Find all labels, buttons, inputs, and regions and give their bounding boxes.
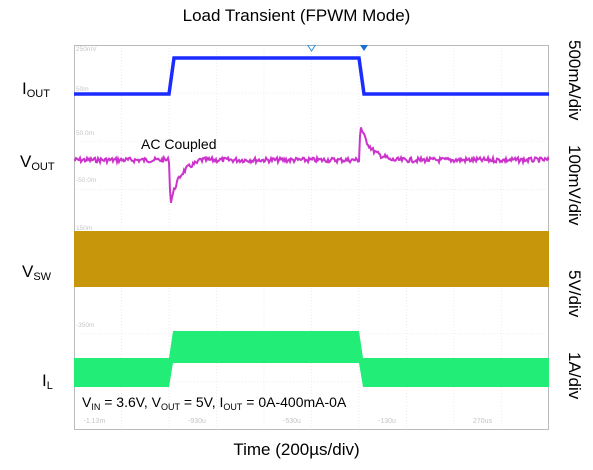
scope-marker-label: 50m [76, 86, 89, 93]
vout-trace [74, 127, 549, 203]
channel-label-vsw-sub: SW [33, 271, 52, 283]
il-trace [74, 331, 549, 387]
trigger-position-icon [306, 45, 317, 52]
channel-label-iout-main: I [22, 79, 27, 98]
channel-label-vsw: VSW [22, 263, 51, 283]
scope-marker-label: 150m [76, 225, 92, 232]
conditions-annotation: VIN = 3.6V, VOUT = 5V, IOUT = 0A-400mA-0… [82, 394, 347, 412]
scale-label-il: 1A/div [565, 352, 584, 400]
scope-plot: -1.13m -930u -530u -130u 270us 250mV 50m 50.0m -… [74, 45, 549, 430]
ac-coupled-annotation: AC Coupled [141, 136, 217, 152]
x-axis-label: Time (200µs/div) [233, 440, 360, 459]
x-tick-label: -130u [378, 418, 396, 425]
channel-label-il-sub: L [46, 380, 53, 392]
vsw-trace [74, 231, 549, 287]
scope-marker-label: -350m [76, 322, 94, 329]
channel-label-iout: IOUT [22, 80, 50, 100]
scope-marker-label: 50.0m [76, 130, 94, 137]
channel-label-vout-sub: OUT [31, 161, 55, 173]
scope-waveforms [74, 56, 549, 387]
x-tick-label: -930u [188, 418, 206, 425]
x-tick-label: -1.13m [84, 418, 106, 425]
channel-label-vsw-main: V [22, 262, 34, 281]
scale-label-iout: 500mA/div [565, 40, 584, 121]
scope-marker-label: -50.0m [76, 177, 96, 184]
scope-marker-label: 250mV [76, 46, 97, 53]
x-tick-label: -530u [283, 418, 301, 425]
channel-label-il-main: I [42, 371, 47, 390]
x-tick-label: 270us [473, 418, 493, 425]
channel-label-vout-main: V [20, 152, 32, 171]
iout-trace [74, 56, 549, 96]
channel-label-iout-sub: OUT [26, 88, 50, 100]
scale-label-vout: 100mV/div [565, 145, 584, 226]
scope-markers [306, 45, 368, 52]
channel-label-il: IL [42, 372, 53, 392]
channel-label-vout: VOUT [20, 153, 55, 173]
trigger-level-icon [360, 45, 368, 51]
chart-title: Load Transient (FPWM Mode) [182, 6, 411, 25]
scale-label-vsw: 5V/div [565, 270, 584, 318]
